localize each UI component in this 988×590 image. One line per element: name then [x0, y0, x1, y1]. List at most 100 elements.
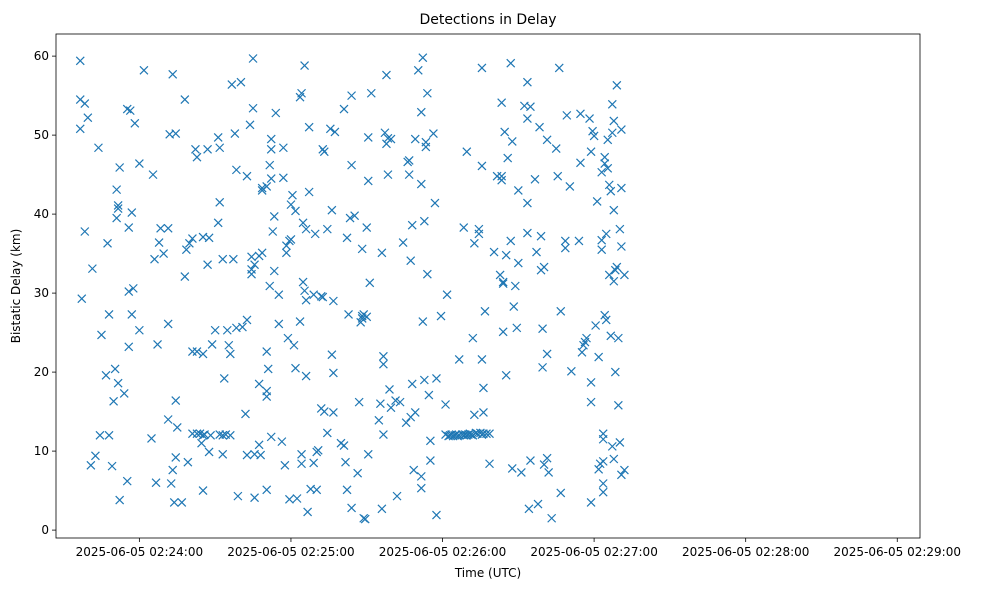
data-point [127, 208, 137, 217]
data-point [422, 269, 432, 279]
data-point [603, 163, 613, 173]
data-point [601, 315, 611, 325]
data-point [522, 77, 532, 87]
data-point [586, 498, 596, 507]
data-point [233, 491, 243, 501]
data-point [533, 499, 543, 509]
data-point [172, 422, 182, 432]
data-point [516, 468, 526, 477]
data-point [385, 385, 394, 394]
data-point [395, 397, 405, 407]
data-point [609, 276, 619, 286]
data-point [101, 370, 111, 380]
data-point [374, 415, 384, 425]
data-point [619, 270, 629, 280]
data-point [432, 510, 441, 520]
plot-frame [55, 33, 921, 539]
data-point [485, 459, 494, 469]
data-point [247, 264, 256, 274]
data-point [265, 281, 275, 291]
data-point [442, 290, 452, 300]
data-point [459, 223, 469, 232]
data-point [313, 445, 323, 455]
data-point [538, 324, 547, 334]
data-point [250, 260, 259, 270]
data-point [266, 174, 276, 183]
data-point [310, 229, 320, 239]
data-point [375, 399, 385, 409]
data-point [187, 234, 197, 244]
data-point [350, 211, 360, 221]
data-point [497, 98, 507, 108]
data-point [418, 53, 428, 63]
data-point [169, 498, 179, 507]
data-point [222, 325, 232, 335]
data-point [566, 366, 576, 376]
data-point [469, 410, 479, 420]
data-point [598, 479, 608, 488]
data-point [322, 224, 332, 234]
data-point [526, 456, 535, 466]
data-point [612, 80, 622, 90]
data-point [285, 494, 294, 504]
data-point [322, 428, 332, 438]
data-point [556, 488, 566, 498]
plot-area [56, 34, 920, 538]
data-point [319, 407, 329, 417]
data-point [204, 447, 214, 457]
y-tick-label: 30 [34, 286, 49, 300]
data-point [241, 409, 250, 419]
data-point [535, 122, 544, 132]
data-point [497, 171, 507, 181]
data-point [280, 460, 290, 470]
data-point [542, 349, 552, 359]
data-point [582, 333, 591, 343]
data-point [601, 229, 611, 239]
data-point [268, 227, 278, 236]
data-point [104, 430, 114, 440]
data-point [124, 287, 134, 296]
data-point [597, 167, 607, 177]
data-point [130, 118, 140, 128]
data-point [242, 450, 252, 460]
data-point [377, 248, 387, 258]
data-markers [75, 53, 629, 524]
data-point [382, 70, 391, 80]
data-point [539, 262, 549, 272]
data-point [328, 296, 338, 306]
data-point [183, 457, 193, 467]
data-point [75, 124, 85, 134]
data-point [180, 95, 190, 104]
data-point [283, 333, 293, 343]
data-point [574, 236, 584, 246]
data-point [501, 370, 511, 380]
data-point [265, 160, 275, 170]
data-point [594, 464, 604, 474]
data-point [318, 292, 328, 302]
data-point [309, 290, 319, 300]
data-point [406, 256, 416, 266]
data-point [184, 238, 194, 248]
data-point [206, 430, 216, 440]
data-point [312, 485, 322, 495]
data-point [598, 434, 608, 444]
data-point [281, 241, 291, 251]
data-point [288, 190, 297, 200]
data-point [513, 258, 523, 268]
data-point [125, 106, 135, 116]
data-point [250, 493, 259, 503]
data-point [357, 244, 367, 254]
data-point [119, 389, 129, 398]
data-point [297, 459, 306, 469]
data-point [424, 390, 434, 400]
data-point [383, 170, 393, 180]
data-point [168, 69, 178, 79]
data-point [538, 362, 547, 372]
data-point [409, 465, 419, 475]
data-point [342, 233, 352, 243]
data-point [497, 175, 507, 185]
x-tick-label: 2025-06-05 02:26:00 [379, 545, 506, 559]
data-point [242, 171, 252, 181]
data-point [309, 458, 319, 468]
data-point [506, 58, 516, 68]
